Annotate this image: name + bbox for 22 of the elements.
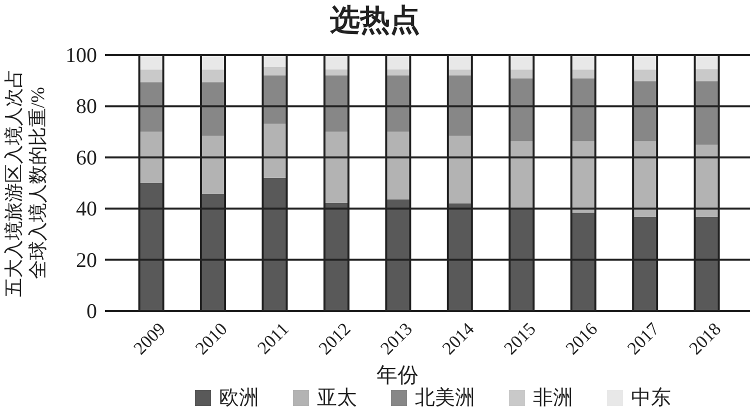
legend-label: 非洲 (533, 387, 573, 409)
y-tick-label: 0 (86, 299, 97, 323)
y-tick-label: 40 (76, 196, 97, 221)
y-tick-label: 20 (76, 248, 97, 272)
bar (139, 70, 164, 82)
bar (201, 70, 226, 82)
bar (448, 70, 472, 76)
bar (571, 70, 596, 78)
bar (633, 70, 658, 82)
legend-label: 中东 (631, 387, 671, 409)
y-tick-label: 100 (66, 43, 97, 67)
y-tick-label: 80 (76, 94, 97, 118)
legend-label: 亚太 (317, 387, 357, 409)
x-tick-label: 2011 (253, 318, 293, 358)
legend-label: 欧洲 (219, 387, 259, 409)
legend-label: 北美洲 (415, 386, 475, 409)
y-tick-label: 60 (76, 145, 97, 170)
bar (510, 70, 534, 78)
chart-title: 选热点 (329, 4, 420, 37)
x-axis-title: 年份 (376, 363, 418, 387)
y-axis-title: 五大入境旅游区入境人次占全球入境人数的比重/% (3, 69, 49, 297)
bar (694, 69, 719, 82)
